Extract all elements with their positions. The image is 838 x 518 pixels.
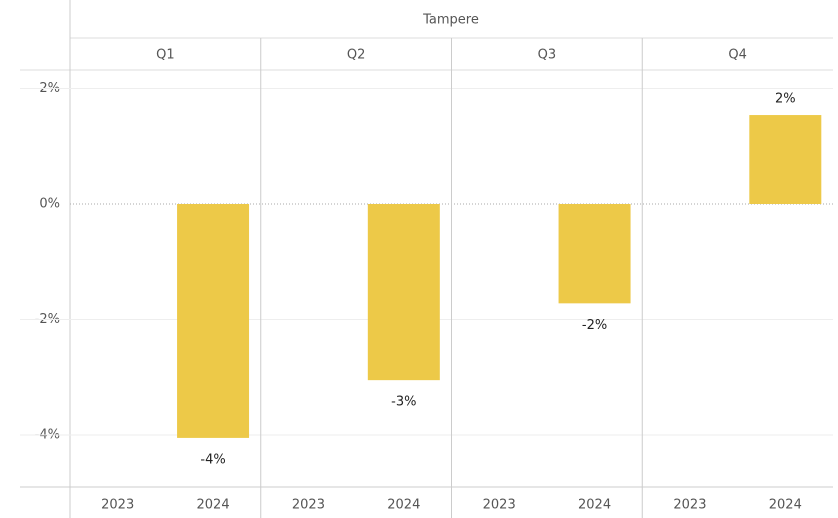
bar	[558, 203, 631, 304]
column-header: Q2	[347, 48, 366, 63]
data-label: -3%	[391, 395, 416, 410]
chart-title: Tampere	[422, 13, 479, 28]
x-tick-label: 2024	[578, 498, 611, 513]
x-tick-label: 2023	[673, 498, 706, 513]
bar	[749, 115, 822, 204]
bar	[367, 203, 440, 381]
data-label: 2%	[775, 92, 796, 107]
x-tick-label: 2023	[483, 498, 516, 513]
x-tick-label: 2023	[101, 498, 134, 513]
data-label: -2%	[582, 318, 607, 333]
bar	[177, 203, 250, 438]
x-tick-label: 2024	[387, 498, 420, 513]
column-header: Q1	[156, 48, 175, 63]
x-tick-label: 2024	[197, 498, 230, 513]
y-tick-label: 0%	[39, 196, 60, 211]
x-tick-label: 2024	[769, 498, 802, 513]
data-label: -4%	[200, 452, 225, 467]
column-header: Q4	[728, 48, 747, 63]
x-tick-label: 2023	[292, 498, 325, 513]
column-header: Q3	[538, 48, 557, 63]
